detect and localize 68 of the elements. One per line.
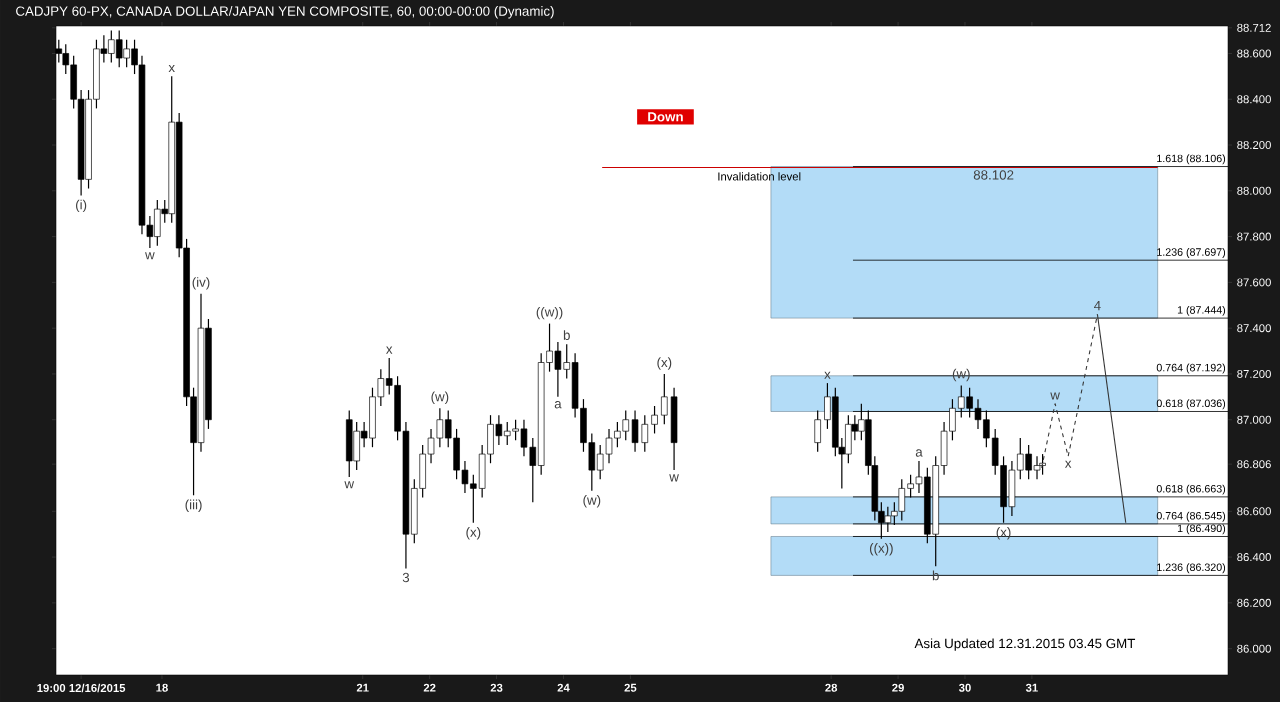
ref-line-label: 1 (86.490) <box>1177 524 1226 535</box>
ref-line-label: 1.236 (87.697) <box>1157 247 1226 258</box>
x-tick-label: 29 <box>892 683 904 692</box>
annotation: (i) <box>76 199 87 213</box>
candlestick <box>651 405 658 435</box>
annotation: x <box>824 371 831 379</box>
x-tick-label: 21 <box>356 683 369 692</box>
x-tick-label: 28 <box>825 683 838 692</box>
y-tick-label: 87.600 <box>1237 278 1271 287</box>
ref-line-label: 0.618 (86.663) <box>1156 484 1226 495</box>
ref-line-label: 1 (87.444) <box>1177 305 1226 316</box>
ref-line-label: 1.236 (86.320) <box>1157 563 1226 574</box>
annotation: 4 <box>1094 300 1101 311</box>
annotation: (x) <box>657 357 672 370</box>
annotation: ((x)) <box>869 543 893 556</box>
annotation: Asia Updated 12.31.2015 03.45 GMT <box>914 638 1136 651</box>
y-tick-label: 88.712 <box>1237 23 1271 32</box>
annotation: 88.102 <box>973 170 1014 180</box>
candlestick <box>631 409 639 453</box>
x-tick-label: 25 <box>624 683 637 692</box>
x-tick-label: 19:00 12/16/2015 <box>37 683 126 693</box>
y-tick-label: 87.000 <box>1237 415 1271 424</box>
annotation: x <box>1064 460 1072 468</box>
y-tick-label: 88.400 <box>1237 95 1271 104</box>
y-tick-label: 86.000 <box>1237 644 1271 653</box>
annotation: w <box>145 252 155 260</box>
annotation: x <box>386 346 393 354</box>
annotation: a <box>915 449 923 457</box>
y-tick-label: 86.200 <box>1237 598 1271 607</box>
x-tick-label: 23 <box>490 683 503 692</box>
ref-line-label: Invalidation level <box>718 172 801 181</box>
candlestick <box>563 343 570 380</box>
annotation: w <box>344 481 355 489</box>
y-tick-label: 87.200 <box>1237 369 1271 378</box>
annotation: Down <box>648 112 683 122</box>
candlestick <box>661 373 668 425</box>
y-tick-label: 86.806 <box>1237 460 1271 469</box>
annotation: (x) <box>466 527 481 540</box>
annotation: (iii) <box>185 499 202 512</box>
x-tick-label: 31 <box>1025 683 1038 692</box>
y-tick-label: 86.400 <box>1237 553 1271 562</box>
annotation: (iv) <box>192 277 210 290</box>
annotation: w <box>1050 392 1060 400</box>
y-tick-label: 86.600 <box>1237 507 1271 516</box>
x-tick-label: 30 <box>958 683 971 692</box>
y-tick-label: 88.000 <box>1237 186 1271 195</box>
annotation: 3 <box>402 572 410 583</box>
y-tick-label: 87.800 <box>1237 232 1271 241</box>
ref-line-label: 0.618 (87.036) <box>1156 399 1226 410</box>
y-tick-label: 87.400 <box>1237 324 1271 333</box>
x-tick-label: 24 <box>557 683 570 692</box>
ref-line-label: 1.618 (88.106) <box>1157 154 1226 165</box>
candlestick <box>814 409 821 453</box>
ref-line-label: 0.764 (87.192) <box>1156 363 1226 374</box>
annotation: (w) <box>583 494 601 508</box>
annotation: ((w)) <box>536 306 563 320</box>
annotation: w <box>669 474 679 482</box>
ref-line-label: 0.764 (86.545) <box>1156 511 1226 522</box>
y-tick-label: 88.600 <box>1237 49 1271 58</box>
y-tick-label: 88.200 <box>1237 141 1271 150</box>
annotation: (w) <box>431 391 449 405</box>
chart-title: CADJPY 60-PX, CANADA DOLLAR/JAPAN YEN COMPOSITE, 60, 00:00-00:00 (Dynamic) <box>16 6 554 19</box>
x-tick-label: 22 <box>423 683 436 692</box>
annotation: a <box>554 401 562 409</box>
annotation: x <box>168 65 175 73</box>
x-tick-label: 18 <box>156 683 168 692</box>
annotation: b <box>563 330 570 340</box>
candlestick <box>641 414 649 453</box>
